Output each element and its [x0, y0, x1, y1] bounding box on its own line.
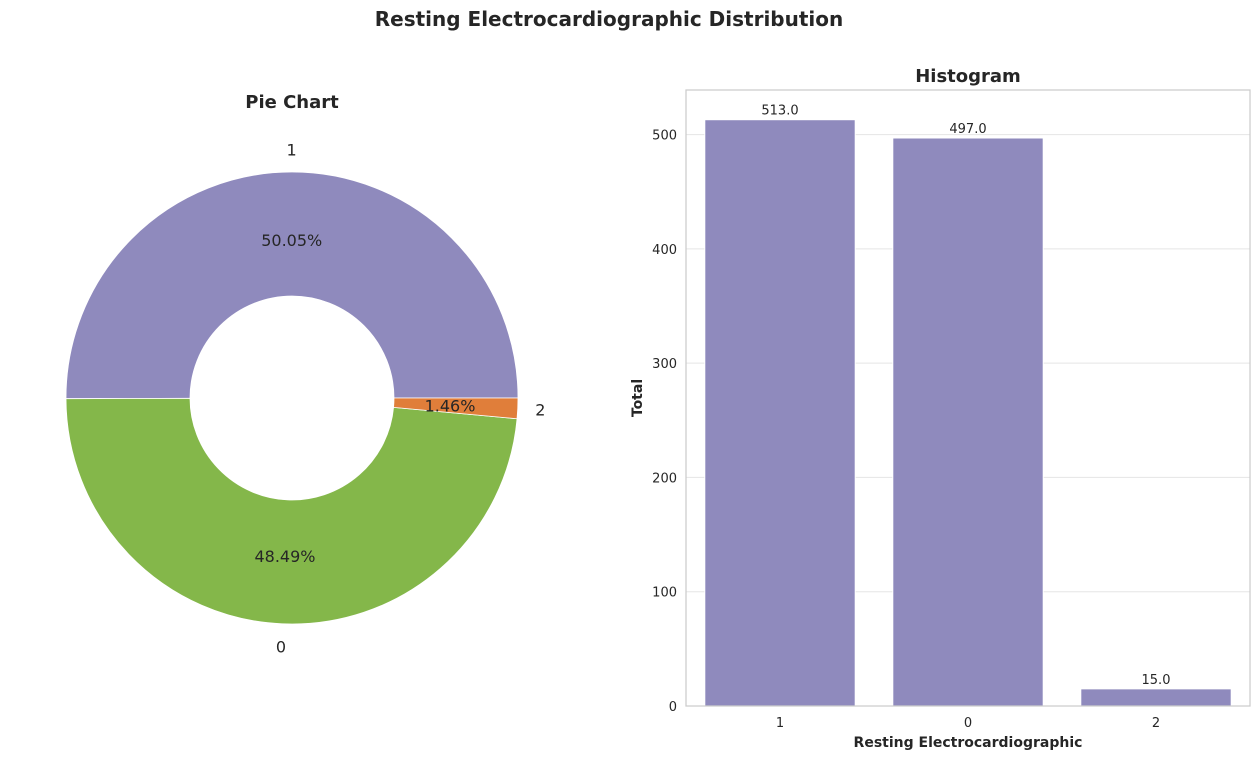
pie-chart-title: Pie Chart	[245, 92, 339, 113]
y-axis-label: Total	[630, 379, 646, 417]
y-tick-label: 400	[652, 243, 677, 258]
pie-labels: 1 50.05% 0 48.49% 2 1.46%	[254, 140, 545, 656]
y-tick-label: 100	[652, 586, 677, 601]
bar-value-label: 497.0	[949, 122, 986, 137]
x-tick-labels: 1 0 2	[776, 716, 1160, 731]
bar-1	[704, 119, 856, 707]
pie-chart-panel: Pie Chart 1 50.05% 0 48.49% 2 1.46%	[65, 92, 545, 656]
y-tick-labels: 0 100 200 300 400 500	[652, 129, 677, 715]
bar-value-labels: 513.0 497.0 15.0	[761, 104, 1170, 688]
x-tick-label: 1	[776, 716, 784, 731]
pie-category-label: 2	[535, 400, 545, 419]
x-tick-label: 0	[964, 716, 972, 731]
bar-2	[1080, 688, 1232, 707]
bar-bars	[704, 119, 1232, 707]
pie-percent-label: 48.49%	[254, 547, 315, 566]
pie-category-label: 0	[276, 637, 286, 656]
plot-frame	[685, 89, 1251, 707]
pie-percent-label: 50.05%	[261, 231, 322, 250]
pie-percent-label: 1.46%	[425, 396, 476, 415]
y-tick-label: 0	[669, 700, 677, 715]
bar-0	[892, 137, 1044, 707]
bar-chart-panel: Histogram 513.0 497.0 15.0 0 100 200 300 400 50…	[630, 66, 1251, 751]
x-axis-label: Resting Electrocardiographic	[854, 735, 1083, 751]
pie-category-label: 1	[287, 140, 297, 159]
pie-slices	[65, 171, 519, 625]
bar-value-label: 513.0	[761, 104, 798, 119]
y-tick-label: 300	[652, 357, 677, 372]
bar-chart-title: Histogram	[915, 66, 1021, 87]
y-tick-label: 500	[652, 129, 677, 144]
pie-slice-2	[393, 397, 519, 420]
x-tick-label: 2	[1152, 716, 1160, 731]
y-tick-label: 200	[652, 471, 677, 486]
figure-title: Resting Electrocardiographic Distributio…	[375, 7, 844, 31]
pie-slice-1	[65, 171, 519, 400]
pie-slice-0	[65, 397, 518, 625]
bar-value-label: 15.0	[1142, 673, 1171, 688]
